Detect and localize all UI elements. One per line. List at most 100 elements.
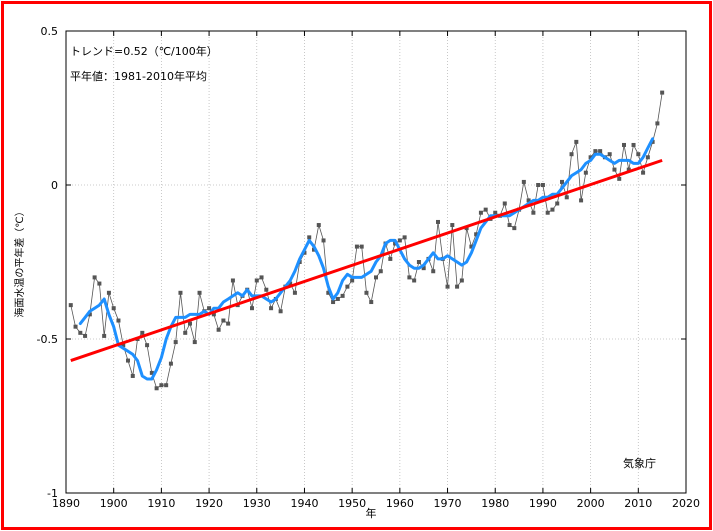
annual-point (149, 370, 154, 375)
annual-point (450, 223, 455, 228)
annual-point (140, 330, 145, 335)
annual-point (345, 284, 350, 289)
annual-point (564, 195, 569, 200)
annual-point (321, 238, 326, 243)
x-tick-label: 1970 (434, 497, 462, 510)
annual-point (87, 312, 92, 317)
annual-point (288, 281, 293, 286)
annual-point (641, 170, 646, 175)
annual-point (493, 210, 498, 215)
plot-area-border (65, 30, 687, 494)
annual-point (340, 293, 345, 298)
annual-point (531, 210, 536, 215)
annual-point (598, 149, 603, 154)
y-axis-label: 海面水温の平年差（℃） (13, 206, 26, 317)
x-tick-label: 1900 (100, 497, 128, 510)
annual-point (78, 330, 83, 335)
source-label: 気象庁 (623, 456, 656, 470)
annual-point (168, 361, 173, 366)
annual-point (474, 232, 479, 237)
annual-point (364, 290, 369, 295)
annual-point (540, 183, 545, 187)
annual-point (374, 275, 378, 280)
annual-point (607, 152, 612, 157)
annual-point (507, 223, 512, 228)
annual-point (154, 386, 159, 391)
annual-point (106, 290, 111, 295)
annual-point (211, 312, 216, 317)
annual-point (173, 340, 178, 345)
annual-point (378, 269, 383, 274)
annual-point (159, 383, 164, 388)
annual-point (102, 333, 107, 338)
running-mean-line (78, 137, 655, 381)
annual-point (164, 383, 169, 388)
annual-point (583, 170, 588, 175)
trend-annotation: トレンド=0.52（℃/100年） (70, 44, 218, 58)
annual-point (550, 207, 555, 212)
annual-point (655, 121, 660, 126)
annual-point (431, 269, 436, 274)
annual-point (407, 275, 412, 280)
annual-point (307, 235, 312, 240)
y-tick-label: -1 (47, 487, 58, 500)
annual-anomaly-line (70, 92, 663, 389)
annual-point (402, 235, 407, 240)
y-tick-label: -0.5 (37, 333, 58, 346)
annual-point (207, 306, 212, 311)
annual-point (545, 210, 550, 215)
annual-point (121, 343, 126, 348)
gridlines (66, 31, 686, 493)
annual-point (588, 155, 593, 160)
annual-point (316, 223, 321, 228)
annual-point (350, 278, 355, 283)
annual-point (579, 198, 584, 203)
x-tick-label: 1920 (195, 497, 223, 510)
annual-point (622, 142, 626, 147)
annual-point (612, 167, 617, 172)
annual-point (560, 179, 564, 184)
annual-point (292, 290, 297, 295)
axis-ticks: 1890 1900 1910 1920 1930 1940 1950 1960 1970 1980… (37, 25, 700, 510)
annual-point (388, 256, 393, 261)
annual-point (631, 142, 636, 147)
x-tick-label: 1980 (481, 497, 509, 510)
annual-point (483, 207, 488, 212)
annual-point (254, 278, 259, 283)
annual-point (469, 244, 474, 249)
annual-point (645, 155, 650, 160)
annual-point (68, 303, 73, 308)
annual-point (269, 306, 274, 311)
data-series (68, 90, 665, 391)
annual-point (259, 275, 264, 280)
annual-point (97, 281, 102, 286)
x-tick-label: 1960 (386, 497, 414, 510)
y-tick-label: 0 (51, 179, 58, 192)
annual-point (197, 290, 202, 295)
annual-point (593, 149, 598, 154)
annual-point (92, 275, 97, 280)
annual-point (264, 287, 269, 292)
annual-point (459, 278, 464, 283)
annual-point (178, 290, 183, 295)
annual-point (126, 358, 130, 363)
x-axis-label: 年 (366, 506, 377, 520)
x-tick-label: 1930 (243, 497, 271, 510)
x-tick-label: 1990 (529, 497, 557, 510)
x-tick-label: 1950 (338, 497, 366, 510)
annual-point (526, 198, 531, 203)
x-tick-label: 2020 (672, 497, 700, 510)
annual-point (278, 309, 283, 314)
annual-point (230, 278, 235, 283)
annual-point (226, 321, 231, 326)
annual-point (636, 152, 641, 157)
annual-point (416, 260, 421, 264)
annual-point (250, 306, 254, 311)
annual-point (512, 226, 517, 231)
annual-point (445, 284, 450, 289)
x-tick-label: 1890 (52, 497, 80, 510)
x-tick-label: 1910 (147, 497, 175, 510)
annual-point (188, 321, 192, 326)
annual-point (83, 333, 88, 338)
